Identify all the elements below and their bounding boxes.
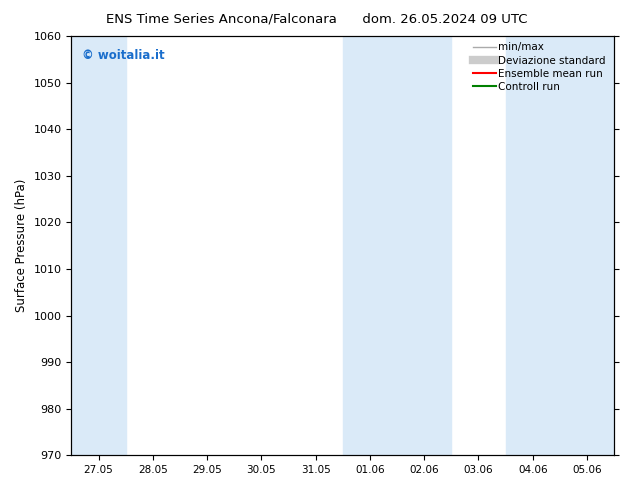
Bar bbox=[72, 36, 126, 455]
Bar bbox=[343, 36, 451, 455]
Y-axis label: Surface Pressure (hPa): Surface Pressure (hPa) bbox=[15, 179, 28, 313]
Text: ENS Time Series Ancona/Falconara      dom. 26.05.2024 09 UTC: ENS Time Series Ancona/Falconara dom. 26… bbox=[107, 12, 527, 25]
Text: © woitalia.it: © woitalia.it bbox=[82, 49, 165, 62]
Bar bbox=[505, 36, 614, 455]
Legend: min/max, Deviazione standard, Ensemble mean run, Controll run: min/max, Deviazione standard, Ensemble m… bbox=[469, 38, 612, 96]
